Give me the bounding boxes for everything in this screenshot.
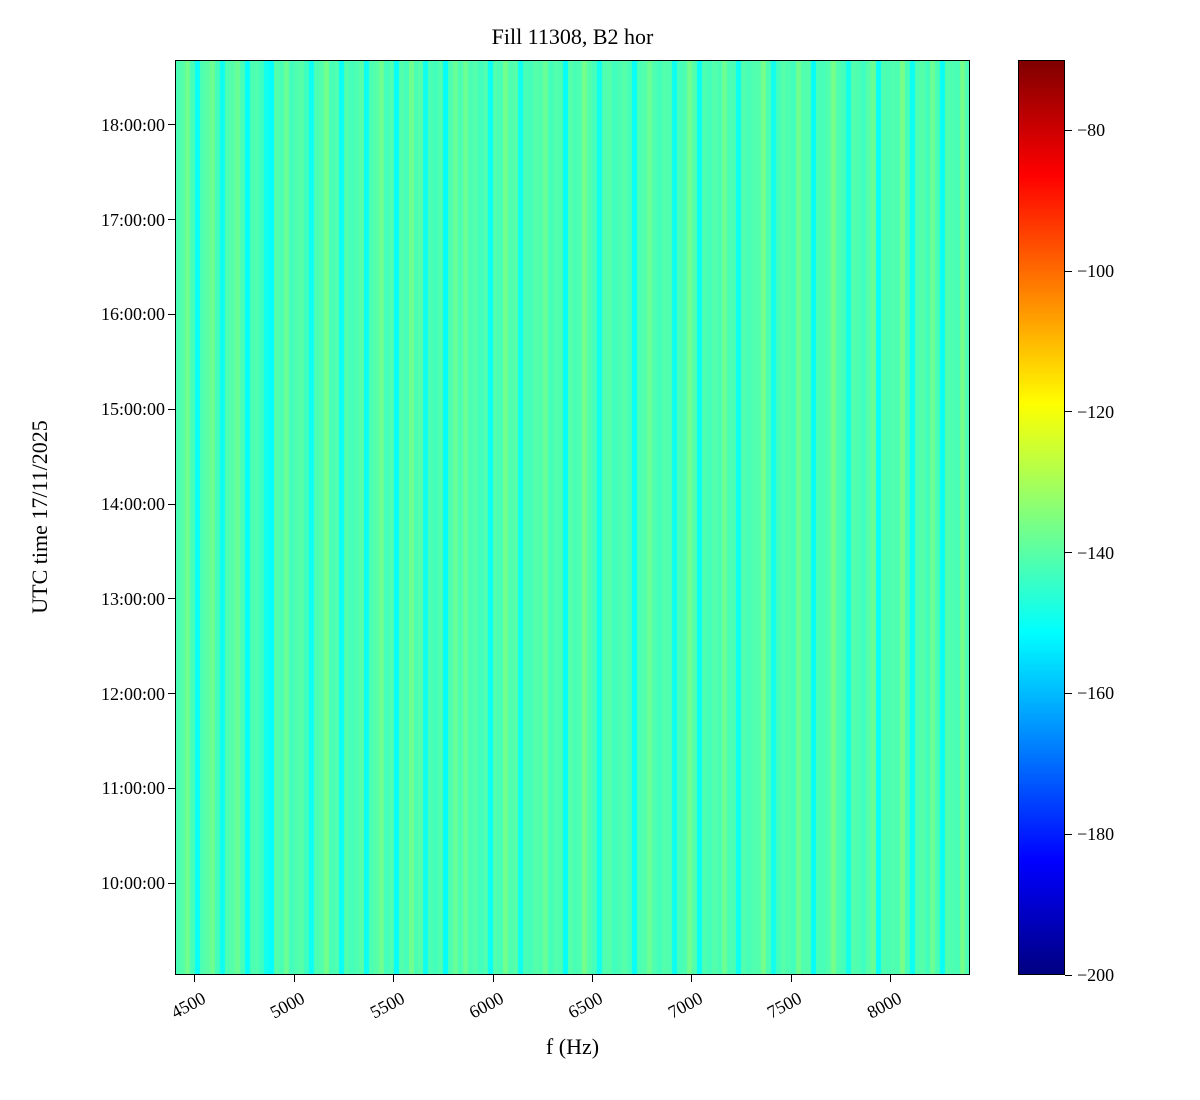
- y-tick-mark: [168, 124, 175, 126]
- x-tick-label: 6000: [465, 987, 507, 1023]
- colorbar-tick-label: −140: [1077, 542, 1115, 563]
- x-axis-label: f (Hz): [545, 1034, 600, 1059]
- colorbar-tick-mark: [1065, 552, 1072, 554]
- y-tick-label: 13:00:00: [100, 588, 165, 609]
- y-tick-mark: [168, 693, 175, 695]
- x-tick-label: 4500: [167, 987, 209, 1023]
- colorbar-tick-label: −160: [1077, 683, 1115, 704]
- colorbar-tick-mark: [1065, 974, 1072, 976]
- x-tick-mark: [591, 975, 593, 982]
- y-tick-label: 10:00:00: [100, 873, 165, 894]
- colorbar-gradient: [1018, 60, 1065, 975]
- x-tick-label: 8000: [863, 987, 905, 1023]
- y-tick-label: 17:00:00: [100, 209, 165, 230]
- y-tick-label: 11:00:00: [101, 778, 165, 799]
- colorbar-tick-mark: [1065, 411, 1072, 413]
- colorbar-tick-label: −200: [1077, 965, 1115, 985]
- y-tick-mark: [168, 503, 175, 505]
- y-tick-mark: [168, 598, 175, 600]
- colorbar-tick-mark: [1065, 270, 1072, 272]
- x-tick-label: 7500: [763, 987, 805, 1023]
- heatmap-image: [175, 60, 970, 975]
- x-tick-mark: [790, 975, 792, 982]
- y-tick-label: 18:00:00: [100, 114, 165, 135]
- x-tick-label: 5500: [366, 987, 408, 1023]
- x-tick-mark: [890, 975, 891, 982]
- y-tick-mark: [168, 408, 175, 410]
- x-tick-mark: [492, 975, 494, 982]
- colorbar-tick-mark: [1065, 129, 1072, 131]
- y-tick-label: 15:00:00: [100, 399, 165, 420]
- y-tick-mark: [168, 787, 175, 789]
- x-tick-label: 5000: [266, 987, 309, 1023]
- y-tick-label: 14:00:00: [100, 494, 165, 515]
- y-axis-label: UTC time 17/11/2025: [27, 420, 52, 614]
- x-tick-mark: [393, 975, 395, 982]
- x-tick-mark: [194, 975, 196, 982]
- y-tick-mark: [168, 219, 175, 221]
- colorbar-tick-label: −100: [1077, 261, 1115, 282]
- colorbar-tick-mark: [1065, 833, 1072, 835]
- x-tick-label: 6500: [565, 987, 607, 1023]
- x-tick-mark: [293, 975, 295, 982]
- chart-title: Fill 11308, B2 hor: [491, 24, 654, 49]
- colorbar-tick-label: −180: [1077, 824, 1115, 845]
- y-tick-label: 12:00:00: [100, 683, 165, 704]
- x-tick-mark: [691, 975, 693, 982]
- y-tick-mark: [168, 313, 175, 315]
- x-tick-label: 7000: [664, 987, 706, 1023]
- y-tick-label: 16:00:00: [100, 304, 165, 325]
- colorbar-tick-mark: [1065, 692, 1072, 694]
- colorbar-tick-label: −120: [1077, 401, 1115, 422]
- y-tick-mark: [168, 882, 175, 884]
- colorbar-tick-label: −80: [1077, 120, 1106, 141]
